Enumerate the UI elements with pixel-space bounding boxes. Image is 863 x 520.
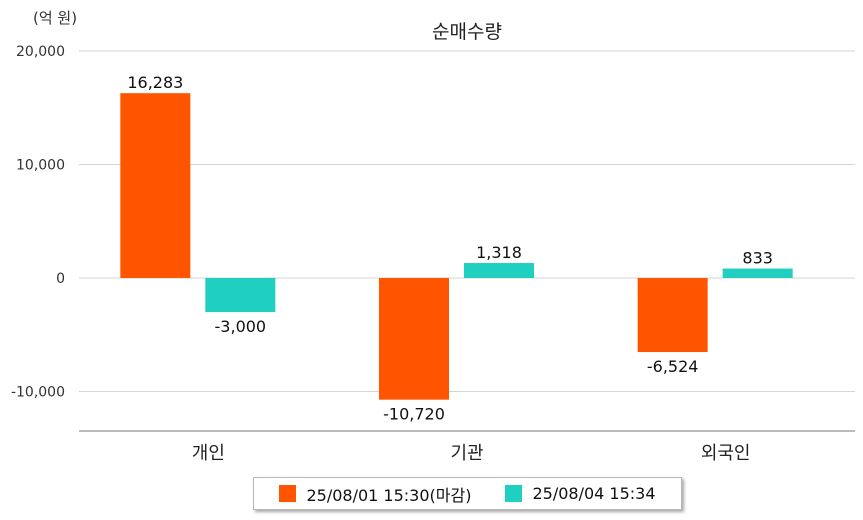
legend-swatch	[505, 485, 523, 502]
bar[interactable]	[722, 268, 793, 278]
legend: 25/08/01 15:30(마감) 25/08/04 15:34	[253, 477, 682, 510]
chart-area: (억 원) 순매수량 20,000 10,000 0 -10,000 16,283 -3…	[11, 9, 855, 464]
legend-swatch	[279, 485, 297, 502]
data-labels: 16,283 -3,000 -10,720 1,318 -6,524 833	[127, 73, 773, 423]
bar[interactable]	[379, 278, 449, 400]
data-label: 833	[742, 249, 773, 268]
bar[interactable]	[464, 263, 534, 278]
y-tick-label: -10,000	[11, 385, 65, 401]
gridlines	[79, 50, 855, 392]
legend-label: 25/08/04 15:34	[532, 484, 656, 503]
x-axis-categories: 개인 기관 외국인	[192, 443, 751, 464]
data-label: 16,283	[127, 73, 183, 92]
x-category-label: 기관	[450, 443, 483, 464]
x-category-label: 개인	[192, 443, 225, 464]
data-label: -3,000	[215, 317, 267, 336]
data-label: -6,524	[647, 357, 699, 376]
legend-item-series-2[interactable]: 25/08/04 15:34	[505, 484, 656, 503]
data-label: 1,318	[476, 243, 522, 262]
legend-item-series-1[interactable]: 25/08/01 15:30(마감)	[279, 482, 471, 506]
chart-title: 순매수량	[432, 21, 502, 43]
y-tick-label: 0	[56, 271, 65, 287]
y-tick-label: 10,000	[16, 158, 65, 174]
bar[interactable]	[205, 278, 276, 313]
x-category-label: 외국인	[701, 443, 751, 464]
data-label: -10,720	[383, 405, 445, 424]
y-tick-label: 20,000	[16, 44, 65, 60]
bar[interactable]	[637, 278, 708, 353]
legend-label: 25/08/01 15:30(마감)	[306, 485, 472, 505]
unit-label: (억 원)	[33, 9, 77, 27]
bar[interactable]	[120, 93, 191, 278]
y-axis-ticks: 20,000 10,000 0 -10,000	[11, 44, 65, 401]
bars	[120, 93, 793, 400]
